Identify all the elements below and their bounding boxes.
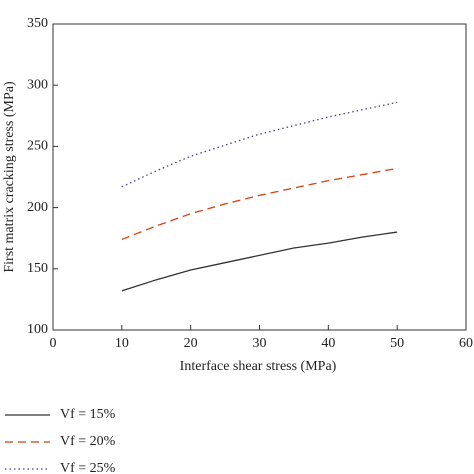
x-tick-label: 20 (184, 336, 198, 351)
y-tick-label: 150 (27, 261, 48, 276)
x-tick-label: 10 (115, 336, 129, 351)
x-tick-label: 50 (390, 336, 404, 351)
legend-label: Vf = 15% (60, 407, 116, 422)
series-line (121, 231, 398, 292)
x-tick-label: 60 (459, 336, 473, 351)
x-tick-label: 30 (253, 336, 267, 351)
y-tick-label: 200 (27, 200, 48, 215)
x-tick-label: 0 (50, 336, 57, 351)
x-tick-label: 40 (321, 336, 335, 351)
x-axis-title: Interface shear stress (MPa) (180, 359, 337, 374)
y-axis-title: First matrix cracking stress (MPa) (2, 81, 17, 273)
y-tick-label: 250 (27, 139, 48, 154)
legend-label: Vf = 25% (60, 461, 116, 474)
series-line (121, 101, 398, 188)
plot-frame (52, 23, 467, 331)
y-tick-label: 100 (27, 322, 48, 337)
y-tick-label: 350 (27, 16, 48, 31)
series-line (121, 167, 398, 241)
y-tick-label: 300 (27, 77, 48, 92)
legend-label: Vf = 20% (60, 434, 116, 449)
